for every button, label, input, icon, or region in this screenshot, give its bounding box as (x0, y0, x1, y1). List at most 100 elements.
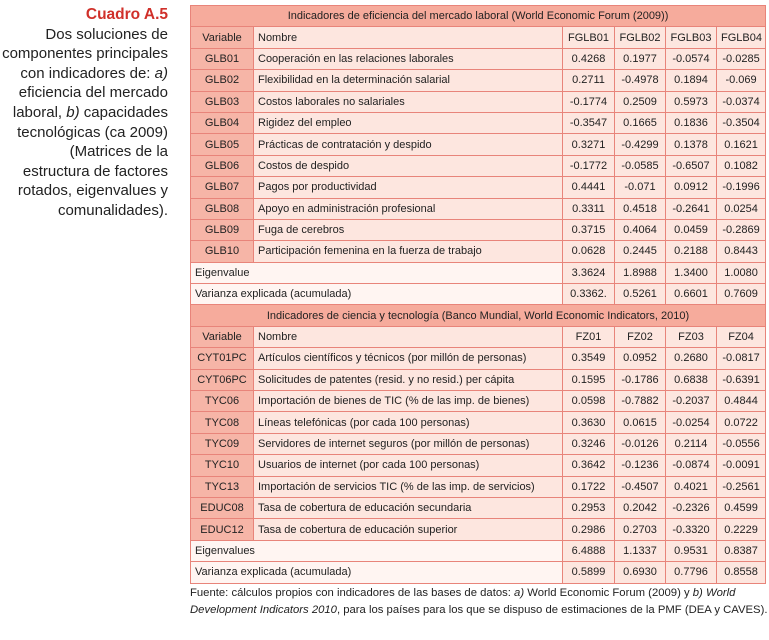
section-title-row: Indicadores de ciencia y tecnología (Ban… (189, 304, 767, 327)
summary-label: Varianza explicada (acumulada) (190, 283, 563, 306)
variable-cell: GLB04 (190, 111, 254, 135)
value-cell: -0.0254 (665, 411, 717, 434)
variable-cell: TYC08 (190, 411, 254, 434)
value-cell: 0.5899 (562, 561, 615, 584)
value-cell: 0.5973 (665, 90, 717, 113)
value-cell: -0.3504 (715, 111, 767, 135)
value-cell: 0.3549 (562, 347, 615, 370)
value-cell: 0.4518 (614, 197, 666, 220)
name-cell: Artículos científicos y técnicos (por mi… (253, 347, 563, 370)
value-cell: -0.3547 (562, 111, 615, 135)
value-cell: 0.0459 (665, 218, 717, 242)
name-cell: Servidores de internet seguros (por mill… (253, 432, 563, 456)
value-cell: -0.1236 (614, 454, 666, 477)
value-cell: 0.4268 (562, 47, 615, 71)
header-cell: FZ04 (715, 325, 767, 349)
value-cell: -0.4978 (614, 69, 666, 92)
value-cell: -0.1786 (614, 368, 666, 392)
section-title-row: Indicadores de eficiencia del mercado la… (189, 4, 767, 28)
header-cell: FGLB01 (562, 26, 615, 49)
value-cell: 0.2711 (562, 69, 615, 92)
value-cell: -0.1774 (562, 90, 615, 113)
variable-cell: GLB05 (190, 133, 254, 156)
header-row: Variable Nombre FZ01 FZ02 FZ03 FZ04 (190, 325, 767, 349)
variable-cell: TYC06 (190, 390, 254, 413)
header-cell: FZ02 (614, 325, 666, 349)
value-cell: -0.6507 (665, 154, 717, 178)
value-cell: -0.1996 (715, 176, 767, 199)
value-cell: 0.1977 (614, 47, 666, 71)
value-cell: 0.0615 (614, 411, 666, 434)
value-cell: 0.6838 (665, 368, 717, 392)
value-cell: 0.2680 (665, 347, 717, 370)
value-cell: -0.0126 (614, 432, 666, 456)
value-cell: 0.4844 (715, 390, 767, 413)
variable-cell: CYT01PC (190, 347, 254, 370)
value-cell: 0.2445 (614, 240, 666, 263)
variable-cell: GLB07 (190, 176, 254, 199)
name-cell: Costos laborales no salariales (253, 90, 563, 113)
value-cell: 0.4599 (715, 496, 767, 520)
value-cell: 0.0952 (614, 347, 666, 370)
value-cell: 0.1621 (715, 133, 767, 156)
value-cell: -0.0574 (665, 47, 717, 71)
value-cell: 0.6930 (614, 561, 666, 584)
header-row: Variable Nombre FGLB01 FGLB02 FGLB03 FGLB04 (190, 26, 767, 49)
value-cell: -0.2037 (665, 390, 717, 413)
data-row: TYC08 Líneas telefónicas (por cada 100 pe… (190, 411, 767, 434)
summary-label: Eigenvalues (190, 539, 563, 563)
data-row: EDUC08 Tasa de cobertura de educación sec… (190, 496, 767, 520)
name-cell: Usuarios de internet (por cada 100 perso… (253, 454, 563, 477)
caption-text: Dos soluciones de componentes principale… (2, 25, 168, 82)
value-cell: -0.2869 (715, 218, 767, 242)
variable-cell: EDUC08 (190, 496, 254, 520)
header-cell: Variable (190, 325, 254, 349)
value-cell: 1.3400 (665, 261, 717, 285)
data-row: GLB04 Rigidez del empleo -0.3547 0.1665 0.18… (190, 111, 767, 135)
value-cell: 0.0912 (665, 176, 717, 199)
value-cell: 0.3630 (562, 411, 615, 434)
caption-text: a) (154, 64, 168, 82)
name-cell: Prácticas de contratación y despido (253, 133, 563, 156)
value-cell: 0.3311 (562, 197, 615, 220)
value-cell: -0.0556 (715, 432, 767, 456)
variable-cell: TYC13 (190, 475, 254, 498)
value-cell: 0.3642 (562, 454, 615, 477)
footnote-text: World Economic Forum (2009) y (524, 587, 693, 599)
value-cell: 0.2986 (562, 518, 615, 541)
caption-title: Cuadro A.5 (85, 6, 168, 23)
data-row: GLB07 Pagos por productividad 0.4441 -0.071… (190, 176, 767, 199)
value-cell: 0.1595 (562, 368, 615, 392)
value-cell: 3.3624 (562, 261, 615, 285)
data-row: GLB09 Fuga de cerebros 0.3715 0.4064 0.0459-… (190, 218, 767, 242)
value-cell: 0.3246 (562, 432, 615, 456)
value-cell: 0.1894 (665, 69, 717, 92)
value-cell: 0.5261 (614, 283, 666, 306)
header-cell: FZ03 (665, 325, 717, 349)
header-cell: FGLB04 (715, 26, 767, 49)
value-cell: -0.0817 (715, 347, 767, 370)
value-cell: 0.2953 (562, 496, 615, 520)
value-cell: 0.2188 (665, 240, 717, 263)
value-cell: -0.0585 (614, 154, 666, 178)
value-cell: 0.9531 (665, 539, 717, 563)
value-cell: 6.4888 (562, 539, 615, 563)
section-title: Indicadores de ciencia y tecnología (Ban… (189, 304, 767, 327)
value-cell: -0.2561 (715, 475, 767, 498)
header-cell: Nombre (253, 26, 563, 49)
value-cell: -0.4507 (614, 475, 666, 498)
value-cell: 0.2042 (614, 496, 666, 520)
value-cell: -0.2326 (665, 496, 717, 520)
variable-cell: GLB09 (190, 218, 254, 242)
value-cell: 0.0254 (715, 197, 767, 220)
name-cell: Importación de servicios TIC (% de las i… (253, 475, 563, 498)
value-cell: -0.0874 (665, 454, 717, 477)
footnote-text: , para los países para los que se dispus… (336, 604, 768, 616)
value-cell: -0.7882 (614, 390, 666, 413)
data-row: GLB01 Cooperación en las relaciones labor… (190, 47, 767, 71)
value-cell: -0.0374 (715, 90, 767, 113)
name-cell: Apoyo en administración profesional (253, 197, 563, 220)
value-cell: 0.7609 (715, 283, 767, 306)
name-cell: Flexibilidad en la determinación salaria… (253, 69, 563, 92)
table: Indicadores de eficiencia del mercado la… (189, 4, 767, 584)
